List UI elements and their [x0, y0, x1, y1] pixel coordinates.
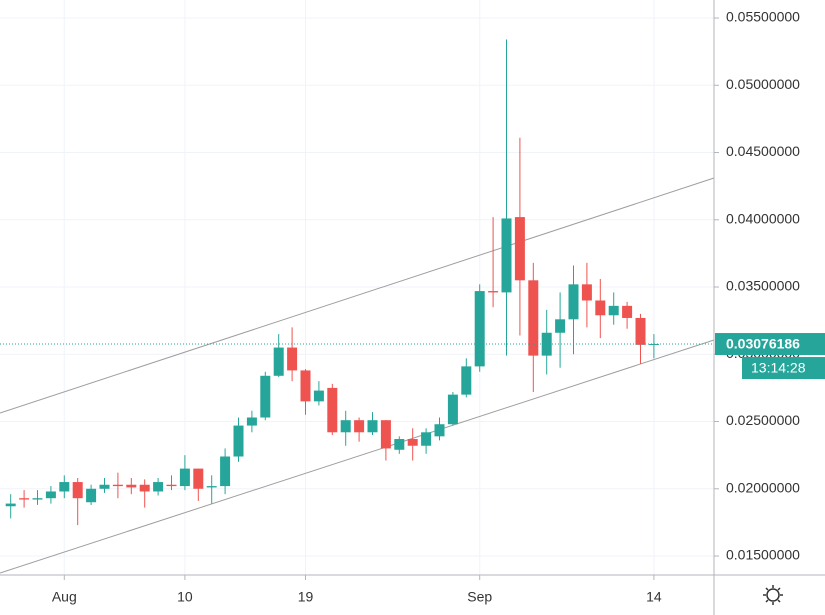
- x-tick-label: Sep: [467, 589, 492, 605]
- candle-body: [193, 468, 204, 489]
- candle-body: [287, 347, 298, 371]
- candle-body: [608, 305, 619, 316]
- candle-body: [421, 432, 432, 446]
- candle-body: [59, 482, 70, 492]
- candle-body: [622, 305, 633, 318]
- countdown-label: 13:14:28: [751, 360, 806, 376]
- candle-body: [488, 291, 499, 293]
- candle-body: [367, 420, 378, 433]
- y-tick-label: 0.03500000: [726, 278, 800, 294]
- countdown-tag: [742, 357, 825, 380]
- last-price-tag: [715, 333, 825, 356]
- candle-body: [72, 482, 83, 499]
- channel-upper: [0, 177, 715, 414]
- candle-body: [407, 439, 418, 446]
- candle-body: [45, 491, 56, 499]
- candle-body: [246, 417, 257, 426]
- candle-body: [327, 387, 338, 433]
- candle-body: [220, 456, 231, 487]
- candle-body: [86, 488, 97, 503]
- candle-body: [19, 498, 30, 500]
- candle-body: [313, 390, 324, 402]
- channel-lower: [0, 339, 715, 574]
- candle-body: [528, 280, 539, 356]
- candle-body: [380, 420, 391, 449]
- candle-body: [434, 424, 445, 437]
- candle-body: [474, 291, 485, 367]
- candle-body: [32, 498, 43, 500]
- x-tick-label: 10: [177, 589, 193, 605]
- candle-body: [568, 284, 579, 320]
- candle-body: [139, 484, 150, 492]
- candle-body: [260, 375, 271, 418]
- candle-body: [501, 218, 512, 293]
- candle-body: [99, 484, 110, 489]
- y-tick-label: 0.02500000: [726, 412, 800, 428]
- settings-icon[interactable]: [763, 585, 783, 605]
- last-price-label: 0.03076186: [726, 336, 800, 352]
- candle-body: [447, 394, 458, 425]
- candle-body: [354, 420, 365, 433]
- y-tick-label: 0.05500000: [726, 9, 800, 25]
- candle-body: [581, 284, 592, 301]
- candle-body: [5, 503, 16, 507]
- candle-body: [153, 482, 164, 492]
- candle-body: [394, 439, 405, 450]
- candle-body: [340, 420, 351, 433]
- candle-body: [233, 425, 244, 457]
- y-tick-label: 0.01500000: [726, 547, 800, 563]
- candle-body: [166, 484, 177, 487]
- candle-body: [300, 370, 311, 402]
- candle-body: [179, 468, 190, 487]
- x-tick-label: 14: [646, 589, 662, 605]
- candle-body: [206, 486, 217, 488]
- settings-icon-ring: [766, 588, 780, 602]
- candle-body: [555, 319, 566, 333]
- x-tick-label: 19: [298, 589, 314, 605]
- candle-body: [648, 344, 659, 346]
- x-tick-label: Aug: [52, 589, 77, 605]
- settings-icon-rays: [763, 585, 783, 605]
- candle-body: [635, 317, 646, 345]
- candle-body: [273, 347, 284, 376]
- candle-body: [595, 300, 606, 316]
- candle-body: [112, 484, 123, 487]
- y-tick-label: 0.04000000: [726, 210, 800, 226]
- candle-body: [514, 217, 525, 281]
- candle-body: [126, 484, 137, 488]
- y-tick-label: 0.02000000: [726, 479, 800, 495]
- axes: 0.015000000.020000000.025000000.03000000…: [52, 9, 825, 605]
- y-tick-label: 0.04500000: [726, 143, 800, 159]
- y-tick-label: 0.05000000: [726, 76, 800, 92]
- candles: [0, 39, 714, 526]
- candle-body: [461, 366, 472, 395]
